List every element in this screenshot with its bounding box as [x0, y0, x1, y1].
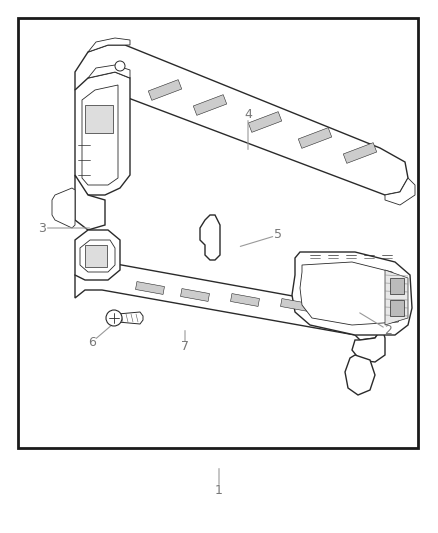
- Polygon shape: [88, 65, 130, 78]
- Polygon shape: [230, 294, 259, 306]
- Polygon shape: [200, 215, 220, 260]
- Polygon shape: [300, 262, 405, 325]
- Polygon shape: [248, 111, 282, 132]
- Polygon shape: [385, 178, 415, 205]
- Polygon shape: [292, 252, 412, 335]
- Circle shape: [106, 310, 122, 326]
- Polygon shape: [75, 175, 105, 230]
- Bar: [85, 105, 113, 133]
- Text: 5: 5: [274, 229, 282, 241]
- Bar: [18, 18, 418, 448]
- Polygon shape: [52, 188, 75, 228]
- Circle shape: [115, 61, 125, 71]
- Polygon shape: [75, 45, 408, 195]
- Polygon shape: [298, 128, 332, 148]
- Polygon shape: [80, 240, 115, 272]
- Polygon shape: [343, 143, 377, 163]
- Text: 2: 2: [384, 324, 392, 336]
- Text: 6: 6: [88, 335, 96, 349]
- Polygon shape: [75, 262, 382, 340]
- Text: 7: 7: [181, 341, 189, 353]
- Text: 4: 4: [244, 109, 252, 122]
- Text: 1: 1: [215, 483, 223, 497]
- Bar: [390, 300, 404, 316]
- Polygon shape: [345, 355, 375, 395]
- Bar: [390, 278, 404, 294]
- Bar: [85, 245, 107, 267]
- Polygon shape: [135, 281, 165, 294]
- Polygon shape: [180, 288, 209, 302]
- Polygon shape: [352, 328, 385, 362]
- Polygon shape: [75, 230, 120, 280]
- Polygon shape: [325, 304, 354, 317]
- Polygon shape: [88, 38, 130, 52]
- Polygon shape: [280, 298, 310, 311]
- Polygon shape: [118, 312, 143, 324]
- Polygon shape: [148, 79, 182, 100]
- Polygon shape: [385, 270, 408, 325]
- Text: 3: 3: [38, 222, 46, 235]
- Polygon shape: [193, 95, 227, 115]
- Polygon shape: [75, 72, 130, 195]
- Polygon shape: [82, 85, 118, 185]
